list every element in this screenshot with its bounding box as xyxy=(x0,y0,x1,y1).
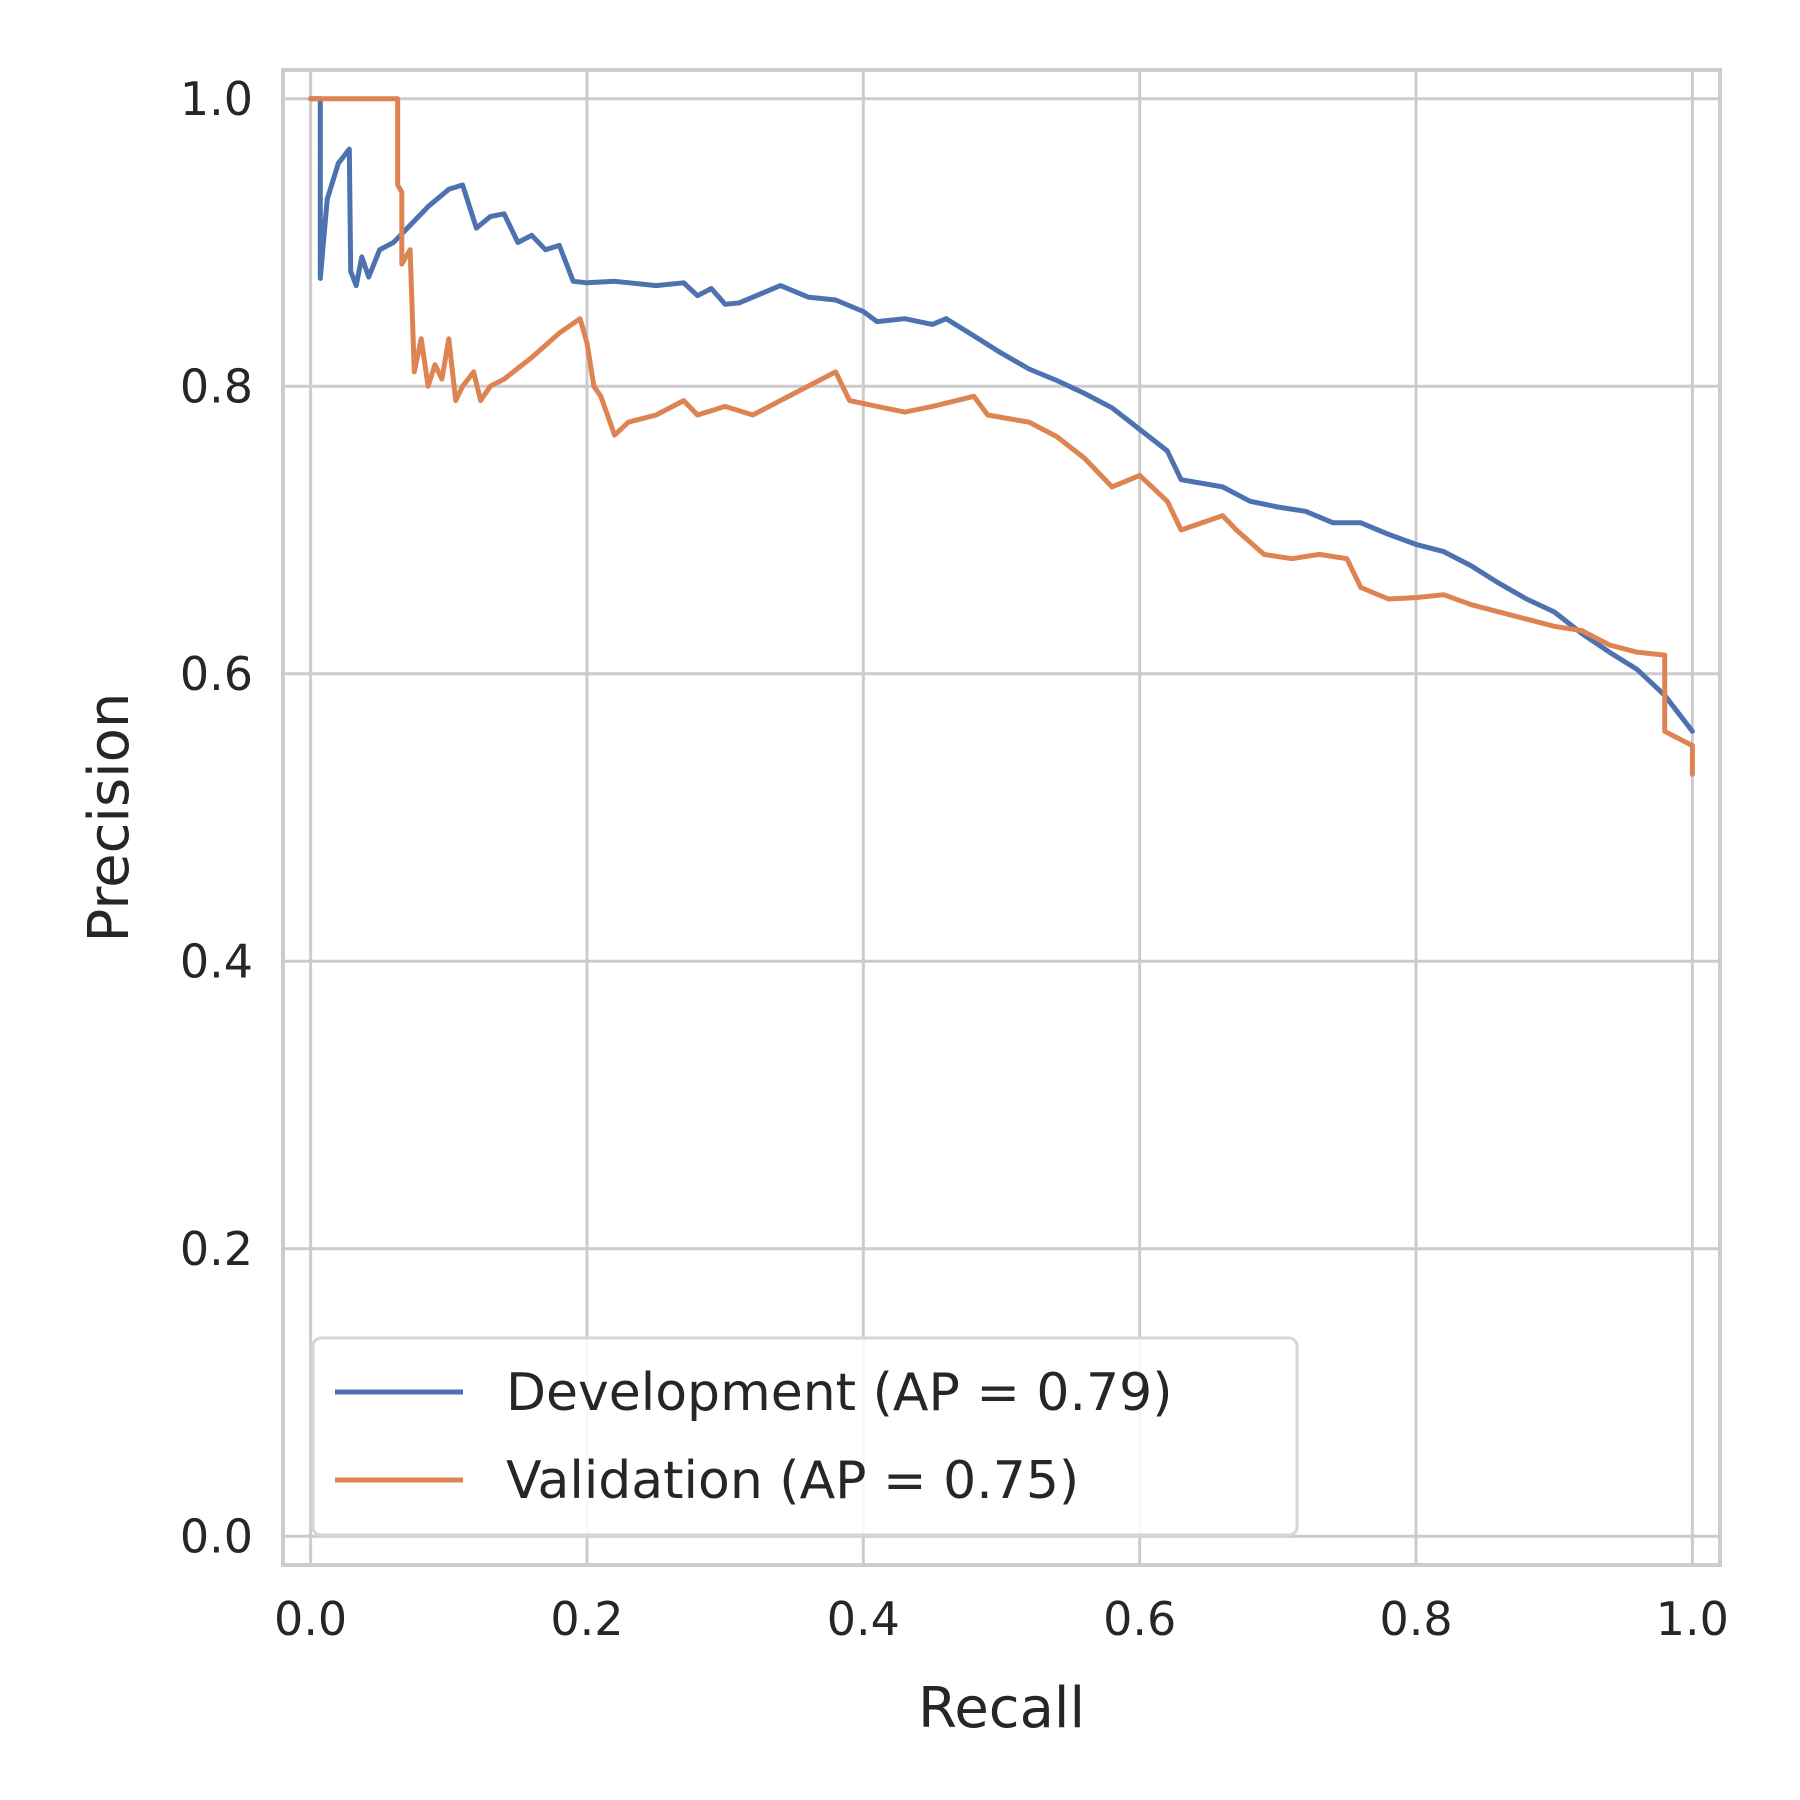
y-tick-label: 0.2 xyxy=(180,1222,253,1276)
x-tick-label: 0.6 xyxy=(1103,1592,1176,1646)
x-tick-labels: 0.0 0.2 0.4 0.6 0.8 1.0 xyxy=(274,1592,1729,1646)
plot-frame xyxy=(281,68,1722,1567)
y-tick-label: 0.6 xyxy=(180,647,253,701)
y-tick-label: 1.0 xyxy=(180,72,253,126)
series-line-validation xyxy=(308,96,1695,777)
x-tick-label: 1.0 xyxy=(1656,1592,1729,1646)
y-tick-labels: 0.0 0.2 0.4 0.6 0.8 1.0 xyxy=(180,72,253,1564)
x-axis-label: Recall xyxy=(918,1676,1085,1741)
series-line-development xyxy=(308,96,1695,734)
y-tick-label: 0.0 xyxy=(180,1509,253,1563)
y-tick-label: 0.8 xyxy=(180,359,253,413)
y-tick-label: 0.4 xyxy=(180,934,253,988)
grid xyxy=(283,70,1720,1565)
x-tick-label: 0.4 xyxy=(827,1592,900,1646)
legend-entry: Validation (AP = 0.75) xyxy=(506,1451,1079,1511)
y-axis-label: Precision xyxy=(77,693,142,943)
x-tick-label: 0.8 xyxy=(1379,1592,1452,1646)
legend: Development (AP = 0.79) Validation (AP = … xyxy=(311,1336,1299,1537)
legend-box xyxy=(311,1336,1299,1537)
x-tick-label: 0.0 xyxy=(274,1592,347,1646)
legend-entry: Development (AP = 0.79) xyxy=(506,1363,1173,1423)
series-group xyxy=(308,96,1695,777)
x-tick-label: 0.2 xyxy=(550,1592,623,1646)
